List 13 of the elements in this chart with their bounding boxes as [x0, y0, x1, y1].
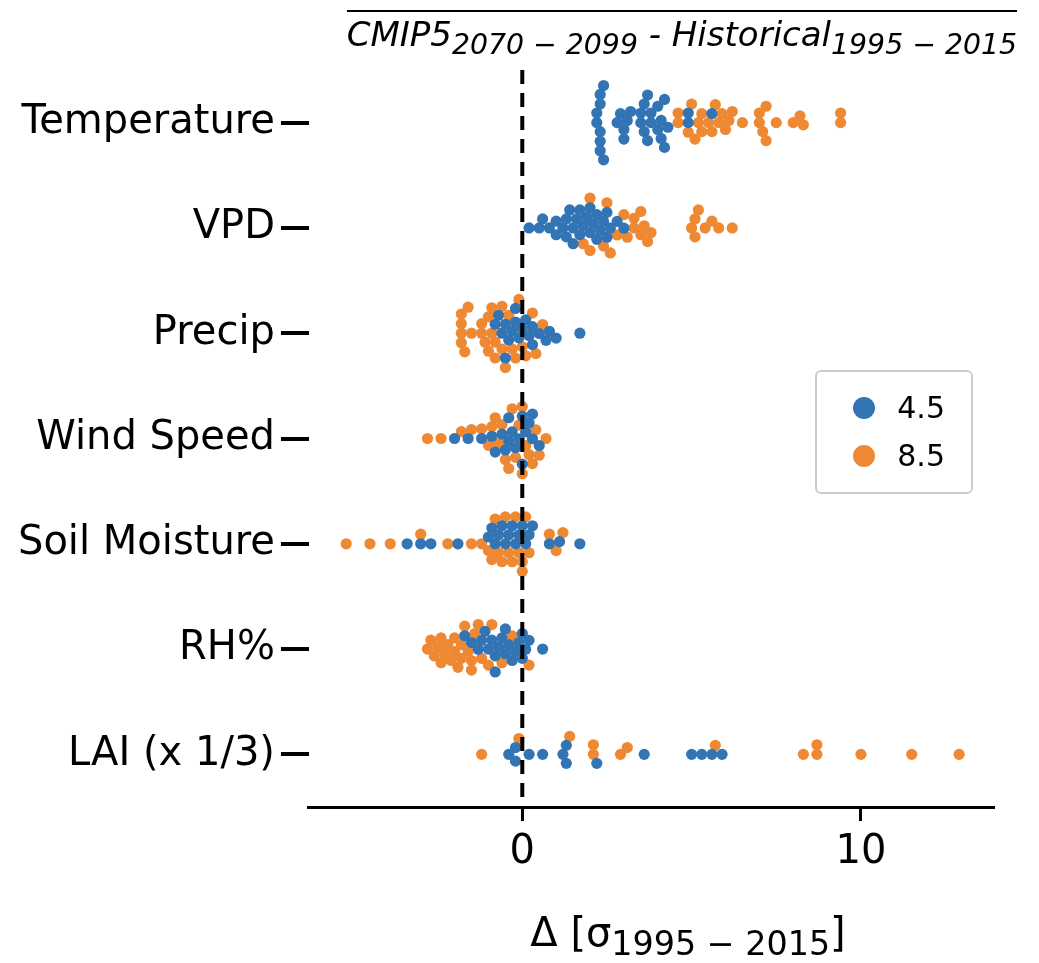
x-tick-label: 0 — [509, 826, 536, 873]
y-tick-label: Temperature — [20, 96, 275, 143]
y-tick-label: RH% — [179, 622, 275, 669]
y-tick-label: Precip — [152, 306, 275, 353]
x-tick-label: 10 — [835, 826, 887, 873]
y-tick-label: Soil Moisture — [18, 517, 275, 564]
legend-label: 4.5 — [897, 389, 945, 427]
chart-title: CMIP5$_{2070 − 2099}$ - Historical$_{1995 − 2015}$ — [346, 10, 1017, 67]
y-tick-label: VPD — [192, 201, 275, 248]
x-axis-title: Δ [σ$_{1995 − 2015}$] — [529, 909, 847, 963]
y-tick-label: LAI (x 1/3) — [67, 727, 275, 774]
y-tick-label: Wind Speed — [36, 411, 275, 458]
legend-label: 8.5 — [897, 437, 945, 475]
